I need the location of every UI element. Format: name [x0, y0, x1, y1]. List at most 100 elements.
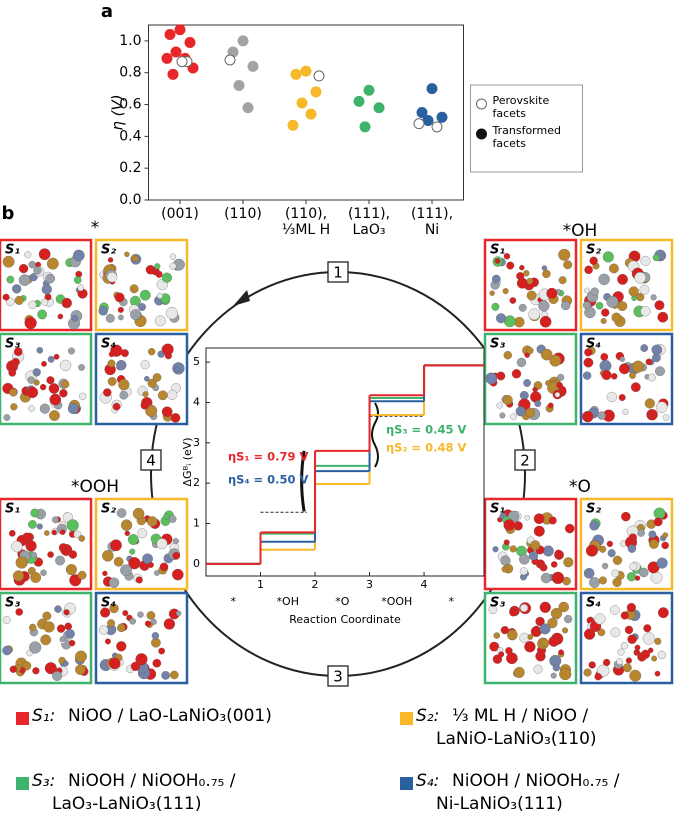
atom — [589, 577, 600, 588]
atom — [611, 373, 618, 380]
data-point — [161, 52, 173, 64]
atom — [9, 388, 18, 397]
atom — [104, 638, 111, 645]
atom — [106, 272, 118, 283]
atom — [128, 557, 141, 570]
atom — [146, 611, 156, 620]
atom — [523, 270, 530, 277]
atom — [513, 666, 525, 678]
state-label: * — [449, 595, 455, 608]
atom — [629, 562, 638, 571]
atom — [640, 344, 649, 352]
step-number: 3 — [333, 668, 343, 686]
atom — [582, 411, 594, 423]
structure-label: S₄ — [101, 337, 116, 352]
atom — [2, 615, 11, 624]
atom — [68, 550, 78, 559]
atom — [496, 313, 507, 324]
y-axis-label: ΔGᴮᵢ (eV) — [181, 437, 194, 486]
atom — [42, 611, 52, 621]
atom — [9, 665, 17, 673]
atom — [15, 556, 28, 569]
data-point — [353, 95, 365, 107]
data-point — [224, 54, 236, 66]
legend-text: NiOOH / NiOOH₀.₇₅ / — [68, 771, 236, 791]
atom — [489, 641, 500, 652]
atom — [18, 274, 31, 286]
atom — [63, 609, 70, 616]
structure-label: S₃ — [490, 596, 505, 611]
atom — [532, 386, 538, 393]
structure-label: S₂ — [586, 502, 601, 517]
atom — [589, 520, 600, 531]
atom — [18, 263, 29, 274]
atom — [13, 347, 23, 357]
atom — [651, 655, 658, 662]
atom — [24, 251, 32, 259]
atom — [533, 525, 545, 537]
atom — [102, 570, 108, 577]
atom — [606, 391, 617, 403]
y-tick-label: 4 — [193, 395, 200, 408]
atom — [523, 379, 531, 387]
atom — [528, 308, 541, 321]
structure-label: S₁ — [5, 502, 20, 517]
atom — [75, 664, 86, 675]
brace — [370, 402, 379, 468]
atom — [45, 273, 55, 284]
atom — [630, 382, 641, 393]
atom — [598, 273, 610, 286]
atom — [565, 523, 575, 534]
atom — [116, 360, 127, 371]
atom — [528, 551, 539, 561]
atom — [634, 575, 641, 581]
data-point — [416, 107, 428, 118]
structure-label: S₁ — [5, 243, 20, 258]
atom — [646, 411, 653, 418]
atom — [648, 530, 657, 539]
atom — [169, 262, 177, 270]
atom — [634, 644, 641, 651]
structure-label: S₄ — [586, 596, 601, 611]
atom — [583, 628, 596, 640]
atom — [40, 634, 52, 646]
atom — [129, 284, 139, 294]
x-tick-label: 1 — [257, 578, 264, 591]
atom — [618, 394, 626, 401]
legend-symbol: S₃: — [32, 771, 56, 791]
atom — [554, 392, 561, 398]
atom — [112, 402, 121, 411]
atom — [124, 251, 130, 257]
atom — [156, 538, 168, 550]
atom — [597, 628, 606, 637]
structure-label: S₁ — [490, 502, 505, 517]
legend-text: Ni-LaNiO₃(111) — [436, 794, 563, 814]
step-number: 2 — [520, 452, 530, 470]
atom — [30, 551, 38, 559]
data-point — [436, 111, 448, 123]
atom — [130, 309, 141, 321]
atom — [65, 629, 75, 639]
atom — [172, 538, 179, 545]
atom — [98, 306, 108, 316]
atom — [75, 650, 87, 663]
annotation: ηS₂ = 0.48 V — [386, 441, 467, 455]
atom — [612, 577, 622, 587]
atom — [535, 616, 545, 627]
atom — [607, 549, 616, 558]
atom — [661, 541, 669, 550]
atom — [152, 373, 162, 382]
legend-swatch — [16, 777, 29, 790]
atom — [73, 276, 82, 284]
atom — [662, 414, 670, 421]
atom — [502, 395, 513, 405]
legend-symbol: S₂: — [416, 706, 440, 726]
atom — [135, 576, 143, 584]
structure-label: S₃ — [490, 337, 505, 352]
atom — [539, 563, 548, 572]
atom — [49, 393, 62, 406]
atom — [485, 372, 498, 385]
atom — [657, 311, 669, 323]
atom — [550, 607, 563, 620]
atom — [108, 657, 121, 670]
